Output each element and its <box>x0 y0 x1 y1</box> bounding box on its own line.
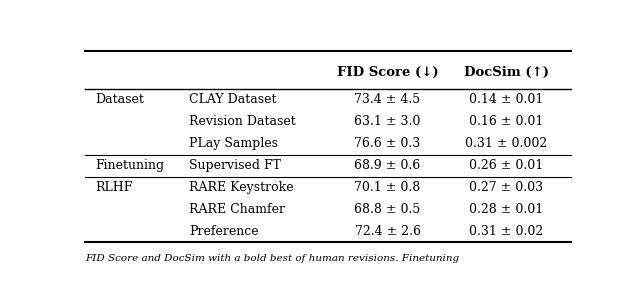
Text: 0.31 ± 0.02: 0.31 ± 0.02 <box>469 225 544 238</box>
Text: 0.26 ± 0.01: 0.26 ± 0.01 <box>469 159 544 172</box>
Text: 70.1 ± 0.8: 70.1 ± 0.8 <box>355 181 420 194</box>
Text: RLHF: RLHF <box>95 181 132 194</box>
Text: 0.27 ± 0.03: 0.27 ± 0.03 <box>470 181 543 194</box>
Text: 76.6 ± 0.3: 76.6 ± 0.3 <box>355 137 420 150</box>
Text: DocSim (↑): DocSim (↑) <box>464 66 549 79</box>
Text: RARE Chamfer: RARE Chamfer <box>189 203 285 216</box>
Text: 72.4 ± 2.6: 72.4 ± 2.6 <box>355 225 420 238</box>
Text: 0.16 ± 0.01: 0.16 ± 0.01 <box>469 115 544 128</box>
Text: Preference: Preference <box>189 225 259 238</box>
Text: 0.14 ± 0.01: 0.14 ± 0.01 <box>469 93 544 106</box>
Text: 68.8 ± 0.5: 68.8 ± 0.5 <box>355 203 420 216</box>
Text: Supervised FT: Supervised FT <box>189 159 281 172</box>
Text: Dataset: Dataset <box>95 93 144 106</box>
Text: RARE Keystroke: RARE Keystroke <box>189 181 294 194</box>
Text: CLAY Dataset: CLAY Dataset <box>189 93 276 106</box>
Text: 63.1 ± 3.0: 63.1 ± 3.0 <box>355 115 420 128</box>
Text: Finetuning: Finetuning <box>95 159 164 172</box>
Text: Revision Dataset: Revision Dataset <box>189 115 296 128</box>
Text: FID Score and DocSim with a bold best of human revisions. Finetuning: FID Score and DocSim with a bold best of… <box>85 254 459 263</box>
Text: 0.28 ± 0.01: 0.28 ± 0.01 <box>469 203 544 216</box>
Text: 68.9 ± 0.6: 68.9 ± 0.6 <box>355 159 420 172</box>
Text: 73.4 ± 4.5: 73.4 ± 4.5 <box>355 93 420 106</box>
Text: FID Score (↓): FID Score (↓) <box>337 66 438 79</box>
Text: PLay Samples: PLay Samples <box>189 137 278 150</box>
Text: 0.31 ± 0.002: 0.31 ± 0.002 <box>465 137 548 150</box>
